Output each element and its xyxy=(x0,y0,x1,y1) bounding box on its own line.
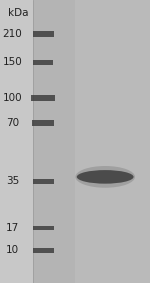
FancyBboxPatch shape xyxy=(33,31,54,37)
FancyBboxPatch shape xyxy=(32,120,54,126)
FancyBboxPatch shape xyxy=(33,248,54,253)
Text: 17: 17 xyxy=(6,223,19,233)
FancyBboxPatch shape xyxy=(33,179,54,184)
Text: 35: 35 xyxy=(6,176,19,186)
Text: 210: 210 xyxy=(3,29,22,39)
Ellipse shape xyxy=(77,170,134,184)
Text: 70: 70 xyxy=(6,118,19,128)
Text: 10: 10 xyxy=(6,245,19,256)
Text: 100: 100 xyxy=(3,93,22,103)
Text: kDa: kDa xyxy=(8,8,29,18)
FancyBboxPatch shape xyxy=(33,60,53,65)
Ellipse shape xyxy=(75,166,135,188)
FancyBboxPatch shape xyxy=(31,95,55,101)
FancyBboxPatch shape xyxy=(33,226,54,230)
Text: 150: 150 xyxy=(3,57,22,67)
FancyBboxPatch shape xyxy=(33,0,150,283)
FancyBboxPatch shape xyxy=(75,0,150,283)
